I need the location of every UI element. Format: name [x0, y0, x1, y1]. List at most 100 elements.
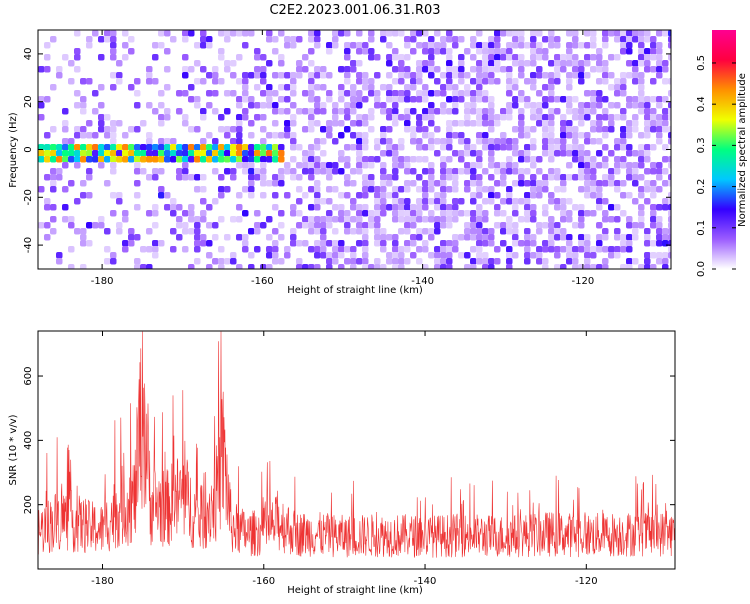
heatmap-cell — [542, 126, 549, 133]
heatmap-cell — [596, 222, 603, 229]
heatmap-cell — [530, 138, 537, 145]
heatmap-cell — [482, 198, 489, 205]
heatmap-cell — [668, 228, 671, 235]
heatmap-cell — [644, 168, 651, 175]
snr-x-label: Height of straight line (km) — [287, 585, 423, 596]
heatmap-cell — [560, 66, 567, 73]
heatmap-cell — [74, 90, 81, 97]
heatmap-cell — [218, 126, 225, 133]
heatmap-cell — [92, 108, 99, 115]
heatmap-cell — [608, 72, 615, 79]
heatmap-cell — [464, 252, 471, 259]
heatmap-cell — [614, 84, 621, 91]
heatmap-cell — [356, 120, 363, 127]
heatmap-cell — [656, 42, 663, 49]
heatmap-cell — [326, 162, 333, 169]
heatmap-cell — [446, 174, 453, 181]
heatmap-cell — [326, 222, 333, 229]
heatmap-cell — [422, 96, 429, 103]
heatmap-cell — [542, 96, 549, 103]
heatmap-cell — [152, 240, 159, 247]
heatmap-cell — [308, 216, 315, 223]
heatmap-cell — [518, 72, 525, 79]
heatmap-cell — [620, 162, 627, 169]
heatmap-cell — [632, 150, 639, 157]
heatmap-cell — [356, 90, 363, 97]
heatmap-cell — [44, 144, 51, 151]
heatmap-cell — [590, 252, 597, 259]
heatmap-cell — [284, 252, 291, 259]
heatmap-cell — [482, 96, 489, 103]
heatmap-cell — [602, 36, 609, 43]
heatmap-cell — [554, 198, 561, 205]
heatmap-cell — [470, 198, 477, 205]
spectrogram-x-tick-label: -160 — [251, 276, 274, 287]
heatmap-cell — [266, 30, 273, 37]
heatmap-cell — [140, 156, 147, 163]
heatmap-cell — [434, 204, 441, 211]
heatmap-cell — [644, 132, 651, 139]
heatmap-cell — [638, 264, 645, 269]
heatmap-cell — [440, 84, 447, 91]
heatmap-cell — [404, 126, 411, 133]
heatmap-cell — [410, 132, 417, 139]
heatmap-cell — [620, 84, 627, 91]
heatmap-cell — [86, 132, 93, 139]
heatmap-cell — [614, 102, 621, 109]
heatmap-cell — [182, 144, 189, 151]
heatmap-cell — [596, 78, 603, 85]
heatmap-cell — [386, 144, 393, 151]
heatmap-cell — [638, 90, 645, 97]
heatmap-cell — [524, 228, 531, 235]
heatmap-cell — [416, 66, 423, 73]
heatmap-cell — [374, 228, 381, 235]
heatmap-cell — [554, 42, 561, 49]
heatmap-cell — [182, 114, 189, 121]
heatmap-cell — [128, 84, 135, 91]
heatmap-cell — [368, 30, 375, 37]
heatmap-cell — [236, 138, 243, 145]
heatmap-cell — [284, 42, 291, 49]
heatmap-cell — [434, 78, 441, 85]
heatmap-cell — [668, 30, 671, 37]
heatmap-cell — [572, 96, 579, 103]
heatmap-cell — [470, 174, 477, 181]
heatmap-cell — [422, 168, 429, 175]
heatmap-cell — [164, 114, 171, 121]
heatmap-cell — [578, 234, 585, 241]
heatmap-cell — [410, 180, 417, 187]
heatmap-cell — [320, 198, 327, 205]
heatmap-cell — [656, 186, 663, 193]
heatmap-cell — [470, 222, 477, 229]
heatmap-cell — [512, 222, 519, 229]
heatmap-cell — [638, 48, 645, 55]
heatmap-cell — [38, 96, 45, 103]
heatmap-cell — [578, 222, 585, 229]
heatmap-cell — [62, 204, 69, 211]
heatmap-cell — [626, 168, 633, 175]
heatmap-cell — [362, 228, 369, 235]
heatmap-cell — [398, 114, 405, 121]
heatmap-cell — [56, 72, 63, 79]
heatmap-cell — [470, 102, 477, 109]
heatmap-cell — [608, 120, 615, 127]
heatmap-cell — [662, 228, 669, 235]
heatmap-cell — [182, 30, 189, 37]
heatmap-cell — [416, 246, 423, 253]
heatmap-cell — [308, 60, 315, 67]
heatmap-cell — [536, 156, 543, 163]
heatmap-cell — [194, 156, 201, 163]
heatmap-cell — [632, 174, 639, 181]
heatmap-cell — [272, 252, 279, 259]
heatmap-cell — [434, 228, 441, 235]
heatmap-cell — [662, 168, 669, 175]
heatmap-cell — [104, 132, 111, 139]
heatmap-cell — [452, 42, 459, 49]
heatmap-cell — [200, 66, 207, 73]
heatmap-cell — [566, 210, 573, 217]
heatmap-cell — [158, 156, 165, 163]
heatmap-cell — [608, 174, 615, 181]
heatmap-cell — [344, 210, 351, 217]
heatmap-cell — [332, 162, 339, 169]
